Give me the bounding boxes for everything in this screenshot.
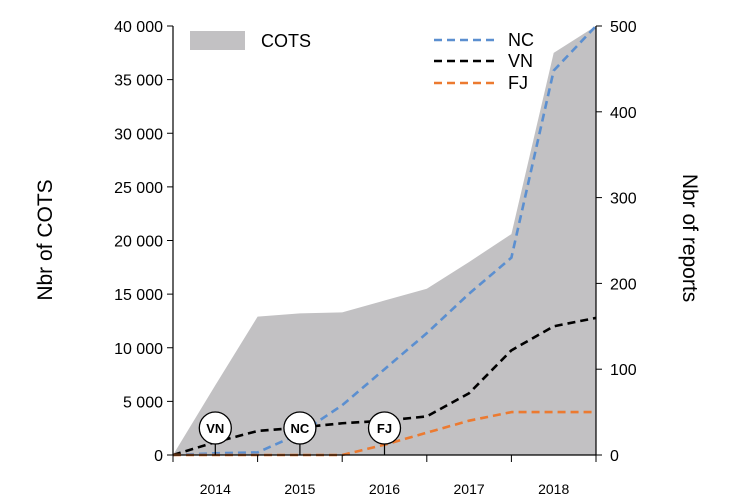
legend-label-fj: FJ (508, 73, 528, 93)
event-marker-label: FJ (377, 421, 392, 436)
area-layer (173, 26, 596, 455)
left-axis-title: Nbr of COTS (34, 179, 57, 300)
event-marker-circle (283, 411, 317, 445)
event-marker-label: NC (291, 421, 310, 436)
event-marker-circle (367, 411, 402, 445)
left-tick-label: 20 000 (114, 234, 163, 251)
line-series-nc (172, 25, 597, 457)
right-tick-label: 200 (610, 276, 637, 293)
left-tick-label: 0 (154, 448, 163, 465)
right-tick-label: 400 (610, 105, 637, 122)
left-tick-label: 5 000 (123, 394, 163, 411)
left-tick-label: 10 000 (114, 341, 163, 358)
right-tick-label: 300 (610, 191, 637, 208)
legend-label-vn: VN (508, 51, 533, 71)
x-tick-label: 2018 (538, 481, 569, 497)
left-tick-label: 40 000 (114, 19, 163, 36)
left-tick-label: 30 000 (114, 126, 163, 143)
right-tick-label: 100 (610, 362, 637, 379)
x-tick-label: 2014 (200, 481, 231, 497)
event-marker-fj: FJ (367, 411, 402, 455)
left-tick-label: 35 000 (114, 73, 163, 90)
event-marker-vn: VN (198, 411, 232, 455)
legend-label-cots: COTS (261, 31, 311, 51)
left-tick-label: 15 000 (114, 287, 163, 304)
right-axis-title: Nbr of reports (678, 174, 701, 302)
x-tick-label: 2015 (284, 481, 315, 497)
event-marker-label: VN (206, 421, 224, 436)
legend-label-nc: NC (508, 30, 534, 50)
right-tick-label: 500 (610, 19, 637, 36)
event-marker-nc: NC (283, 411, 317, 455)
left-tick-label: 25 000 (114, 180, 163, 197)
markers-layer: VN NC FJ (198, 411, 402, 455)
event-marker-circle (198, 411, 232, 445)
legend: COTS NC VN FJ (190, 30, 534, 93)
left-ticks: 0 5 000 10 000 15 000 20 000 25 000 30 000 35 0… (114, 19, 173, 465)
legend-swatch-cots (190, 31, 245, 50)
x-ticks: 2014 2015 2016 2017 2018 (172, 455, 597, 497)
right-tick-label: 0 (610, 448, 619, 465)
right-ticks: 0 100 200 300 400 500 (596, 19, 637, 465)
x-tick-label: 2017 (454, 481, 485, 497)
x-tick-label: 2016 (369, 481, 400, 497)
area-series-cots (173, 26, 596, 455)
